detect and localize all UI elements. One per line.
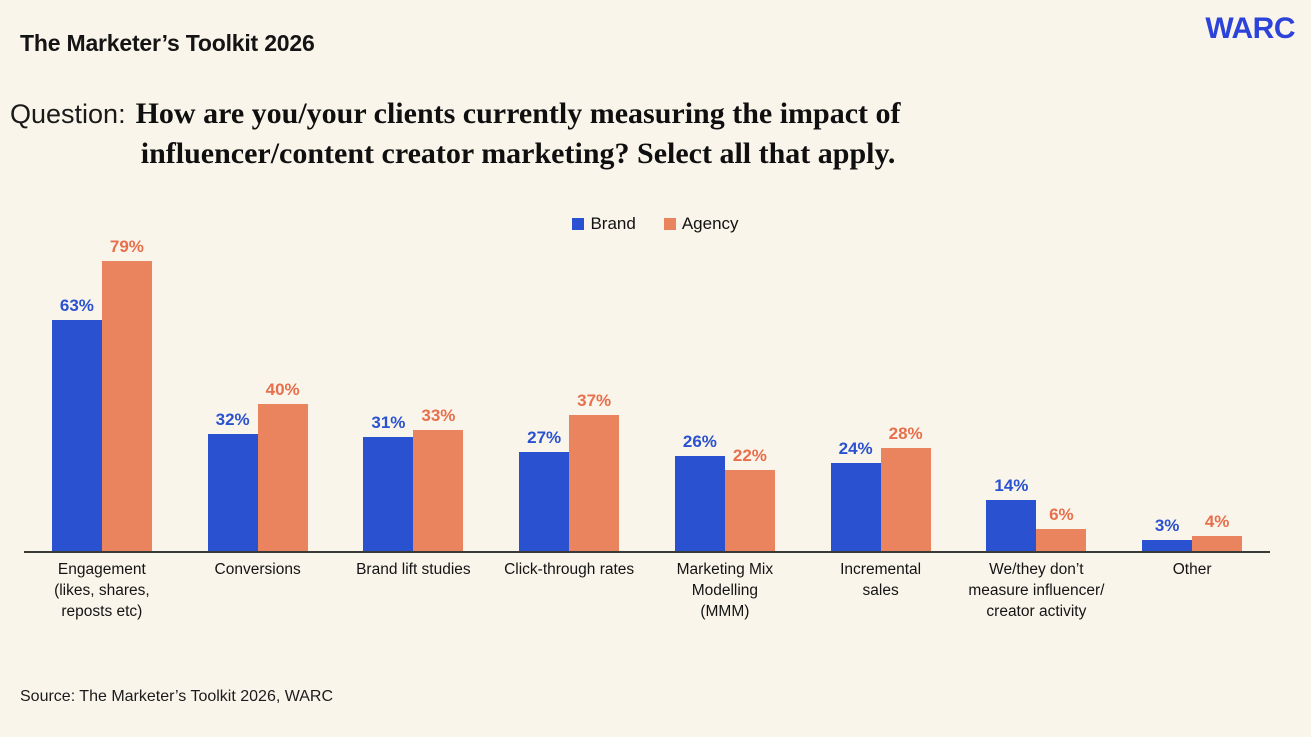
category-label: Click-through rates xyxy=(504,561,635,578)
bar-value-label: 27% xyxy=(527,428,562,447)
question-prefix: Question: xyxy=(10,99,126,129)
agency-bar xyxy=(1192,536,1243,551)
bar-wrap: 14% xyxy=(986,476,1037,551)
agency-bar xyxy=(1036,529,1087,551)
bar-group: 31% 33% xyxy=(336,406,492,551)
bar-value-label: 26% xyxy=(682,432,717,451)
bar-wrap: 32% xyxy=(207,410,258,551)
bar-group: 14% 6% xyxy=(959,476,1115,551)
legend-item: Agency xyxy=(663,214,739,234)
category-label: Engagement (likes, shares, reposts etc) xyxy=(54,561,150,620)
bar-group: 3% 4% xyxy=(1114,512,1270,551)
page-title: The Marketer’s Toolkit 2026 xyxy=(20,30,315,56)
legend-swatch xyxy=(572,218,585,230)
chart-legend: Brand Agency xyxy=(0,214,1311,234)
brand-bar xyxy=(207,434,258,551)
bar-value-label: 4% xyxy=(1204,512,1230,531)
bar-value-label: 14% xyxy=(994,476,1029,495)
bar-value-label: 31% xyxy=(371,413,406,432)
bar-value-label: 28% xyxy=(888,424,923,443)
question-block: Question: How are you/your clients curre… xyxy=(10,94,901,174)
bar-wrap: 3% xyxy=(1142,516,1193,551)
bar-value-label: 79% xyxy=(109,237,144,256)
bar-wrap: 31% xyxy=(363,413,414,551)
brand-bar xyxy=(519,452,570,551)
bar-group: 27% 37% xyxy=(491,391,647,551)
category-label: Brand lift studies xyxy=(356,561,471,578)
category-label: Conversions xyxy=(214,561,301,578)
agency-bar xyxy=(101,261,152,551)
bar-wrap: 22% xyxy=(724,446,775,551)
question-line-2: influencer/content creator marketing? Se… xyxy=(140,137,896,170)
source-note: Source: The Marketer’s Toolkit 2026, WAR… xyxy=(20,688,334,705)
bar-value-label: 3% xyxy=(1154,516,1180,535)
brand-bar xyxy=(1142,540,1193,551)
bar-value-label: 33% xyxy=(421,406,456,425)
bar-value-label: 24% xyxy=(838,439,873,458)
category-label: Incremental sales xyxy=(840,561,922,599)
legend-label: Agency xyxy=(681,214,739,233)
bar-group: 63% 79% xyxy=(24,237,180,551)
agency-bar xyxy=(413,430,464,551)
bar-value-label: 22% xyxy=(732,446,767,465)
bar-wrap: 37% xyxy=(569,391,620,551)
category-axis: Engagement (likes, shares, reposts etc) Con… xyxy=(24,559,1270,622)
bar-wrap: 79% xyxy=(101,237,152,551)
legend-swatch xyxy=(663,218,676,230)
agency-bar xyxy=(257,404,308,551)
bar-wrap: 33% xyxy=(413,406,464,551)
bar-value-label: 63% xyxy=(59,296,94,315)
agency-bar xyxy=(724,470,775,551)
bar-wrap: 28% xyxy=(880,424,931,551)
bar-group: 26% 22% xyxy=(647,432,803,551)
legend-item: Brand xyxy=(572,214,636,234)
bar-value-label: 6% xyxy=(1049,505,1074,524)
bar-wrap: 27% xyxy=(519,428,570,551)
legend-label: Brand xyxy=(590,214,636,233)
bar-wrap: 26% xyxy=(674,432,725,551)
category-label: Other xyxy=(1172,561,1212,578)
bar-wrap: 40% xyxy=(257,380,308,551)
bar-wrap: 6% xyxy=(1036,505,1087,551)
plot-area: 63% 79% 32% 40% 31% 33% 27% 37% 26% 22% 24% 28% 14% 6… xyxy=(24,228,1270,553)
brand-bar xyxy=(51,320,102,551)
agency-bar xyxy=(569,415,620,551)
bar-value-label: 40% xyxy=(265,380,300,399)
question-line-1: How are you/your clients currently measu… xyxy=(135,97,901,130)
brand-bar xyxy=(986,500,1037,551)
brand-bar xyxy=(674,456,725,551)
bar-group: 24% 28% xyxy=(803,424,959,551)
bar-wrap: 24% xyxy=(830,439,881,551)
bar-value-label: 37% xyxy=(577,391,612,410)
brand-bar xyxy=(363,437,414,551)
brand-bar xyxy=(830,463,881,551)
agency-bar xyxy=(880,448,931,551)
warc-logo: WARC xyxy=(1205,12,1295,45)
category-label: Marketing Mix Modelling (MMM) xyxy=(676,561,774,620)
bar-group: 32% 40% xyxy=(180,380,336,551)
category-label: We/they don’t measure influencer/creator … xyxy=(968,561,1105,620)
bar-wrap: 4% xyxy=(1192,512,1243,551)
question-text: How are you/your clients currently measu… xyxy=(136,94,901,174)
bar-wrap: 63% xyxy=(51,296,102,551)
bar-value-label: 32% xyxy=(215,410,250,429)
